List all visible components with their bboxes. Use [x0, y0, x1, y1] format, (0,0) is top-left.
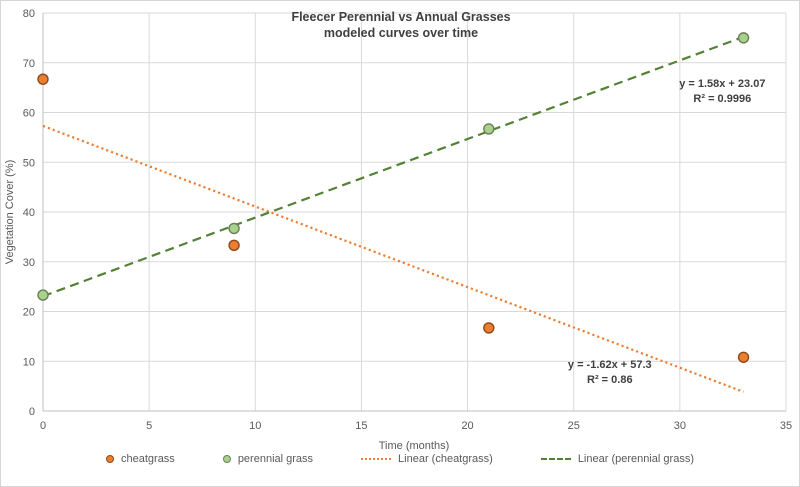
chart-title: Fleecer Perennial vs Annual Grasses: [291, 10, 510, 24]
y-tick-label: 40: [23, 207, 35, 219]
data-point-perennial-grass: [228, 222, 240, 235]
chart-legend: cheatgrass perennial grass Linear (cheatgr…: [1, 453, 799, 465]
trendline-linear-cheatgrass-: [42, 124, 744, 393]
x-tick-label: 35: [780, 420, 792, 432]
legend-label: Linear (cheatgrass): [398, 453, 493, 465]
x-tick-label: 15: [355, 420, 367, 432]
legend-marker-circle: [106, 455, 114, 463]
legend-marker-dotted-line: [361, 458, 392, 460]
x-tick-label: 30: [674, 420, 686, 432]
data-point-cheatgrass: [483, 322, 495, 334]
legend-label: Linear (perennial grass): [577, 453, 694, 465]
x-axis-title: Time (months): [379, 440, 450, 452]
data-points: [37, 32, 750, 363]
y-tick-label: 30: [23, 257, 35, 269]
x-tick-label: 25: [568, 420, 580, 432]
legend-item-linear-cheatgrass-: Linear (cheatgrass): [361, 453, 493, 465]
cheatgrass-r-squared: R² = 0.86: [587, 374, 633, 386]
legend-label: cheatgrass: [121, 453, 175, 465]
x-tick-label: 20: [461, 420, 473, 432]
perennial-r-squared: R² = 0.9996: [693, 93, 751, 105]
legend-label: perennial grass: [237, 453, 314, 465]
legend-item-perennial-grass: perennial grass: [222, 453, 314, 465]
gridlines: [43, 12, 787, 411]
data-point-perennial-grass: [37, 289, 49, 301]
x-tick-label: 5: [146, 420, 152, 432]
data-point-cheatgrass: [228, 239, 240, 252]
y-axis-title: Vegetation Cover (%): [4, 160, 16, 265]
y-tick-label: 0: [29, 406, 35, 418]
y-tick-label: 70: [23, 58, 35, 70]
legend-marker-circle: [222, 455, 231, 463]
y-tick-label: 20: [23, 307, 35, 319]
data-point-perennial-grass: [737, 32, 750, 44]
x-tick-label: 10: [249, 420, 261, 432]
chart-subtitle: modeled curves over time: [324, 26, 478, 40]
perennial-equation: y = 1.58x + 23.07: [679, 78, 765, 90]
x-tick-label: 0: [40, 420, 46, 432]
data-point-perennial-grass: [483, 123, 495, 135]
y-tick-label: 80: [23, 8, 35, 20]
tick-labels: 0 5 10 15 20 25 30 35 0 10 20 30 40 50 60 70 80: [23, 8, 792, 432]
y-tick-label: 10: [23, 356, 35, 368]
legend-item-cheatgrass: cheatgrass: [106, 453, 175, 465]
legend-marker-dashed-line: [540, 458, 571, 460]
legend-item-linear-perennial-grass-: Linear (perennial grass): [540, 453, 694, 465]
y-tick-label: 60: [23, 108, 35, 120]
trendline-linear-perennial-grass-: [42, 33, 751, 298]
cheatgrass-equation: y = -1.62x + 57.3: [568, 359, 652, 371]
data-point-cheatgrass: [37, 73, 49, 85]
data-point-cheatgrass: [737, 351, 750, 363]
trendlines: [42, 33, 751, 393]
y-tick-label: 50: [23, 157, 35, 169]
